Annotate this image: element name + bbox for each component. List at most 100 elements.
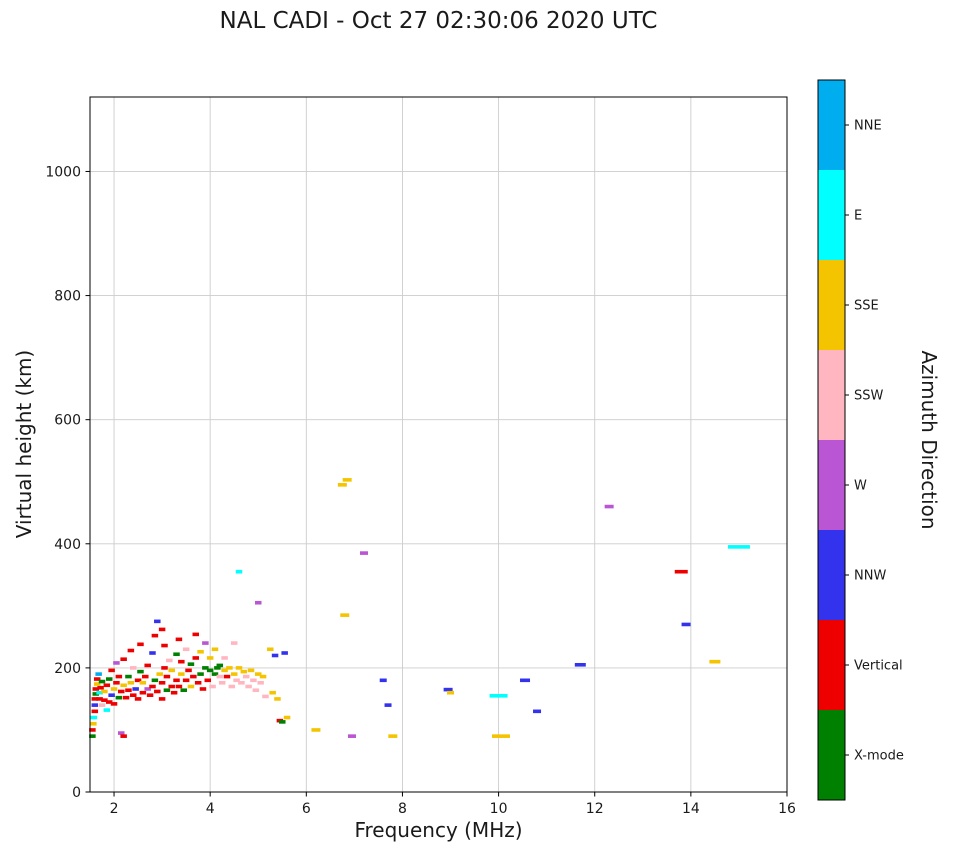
echo-point <box>175 684 183 689</box>
colorbar-segment-nnw <box>818 530 845 621</box>
echo-point <box>180 688 187 693</box>
echo-point <box>139 690 147 695</box>
echo-point <box>108 693 115 697</box>
plot-border <box>89 96 788 793</box>
echo-point <box>257 680 264 685</box>
echo-point <box>132 687 139 691</box>
echo-point <box>187 684 195 689</box>
echo-point <box>250 678 257 683</box>
echo-point <box>238 680 245 685</box>
echo-point <box>115 674 123 679</box>
echo-point <box>197 672 204 676</box>
y-tick-label: 800 <box>54 289 81 305</box>
echo-point <box>216 674 224 679</box>
echo-point <box>95 672 102 676</box>
echo-point <box>103 683 111 688</box>
echo-point <box>161 643 168 648</box>
echo-point <box>242 674 250 679</box>
echo-point <box>709 659 721 664</box>
echo-point <box>727 545 750 549</box>
echo-point <box>202 666 209 670</box>
colorbar-segment-x-mode <box>818 710 845 801</box>
echo-point <box>137 669 144 674</box>
echo-point <box>271 653 279 658</box>
echo-point <box>235 666 243 670</box>
echo-point <box>142 674 149 679</box>
echo-point <box>674 569 688 574</box>
echo-point <box>226 666 233 670</box>
colorbar-tick-label: E <box>854 209 862 224</box>
echo-point <box>149 684 156 689</box>
echo-point <box>103 708 111 712</box>
echo-point <box>151 678 159 683</box>
chart-title: NAL CADI - Oct 27 02:30:06 2020 UTC <box>219 8 658 34</box>
echo-point <box>204 678 212 683</box>
echo-point <box>202 641 209 645</box>
echo-point <box>192 656 200 660</box>
echo-point <box>340 613 350 617</box>
echo-point <box>163 688 171 693</box>
echo-point <box>158 680 166 685</box>
x-tick-label: 14 <box>682 801 700 817</box>
echo-point <box>89 734 96 738</box>
echo-point <box>96 690 103 695</box>
echo-point <box>93 677 101 681</box>
echo-point <box>211 647 219 652</box>
echo-point <box>127 680 135 685</box>
echo-point <box>194 680 202 685</box>
colorbar-segment-e <box>818 170 845 261</box>
echo-point <box>182 678 190 683</box>
echo-point <box>240 669 248 674</box>
x-tick-label: 10 <box>490 801 508 817</box>
echo-point <box>283 715 291 720</box>
colorbar-tick-label: NNW <box>854 569 886 584</box>
echo-point <box>209 684 216 689</box>
echo-point <box>156 672 163 676</box>
y-tick-label: 600 <box>54 413 81 429</box>
echo-point <box>98 703 106 707</box>
echo-point <box>125 688 132 693</box>
echo-point <box>206 668 214 673</box>
echo-point <box>113 680 120 685</box>
echo-point <box>178 659 185 664</box>
echo-point <box>247 668 255 673</box>
echo-point <box>170 690 178 695</box>
echo-point <box>254 600 262 605</box>
echo-point <box>173 652 180 657</box>
colorbar-tick-label: NNE <box>854 119 882 134</box>
echo-point <box>166 658 173 663</box>
echo-point <box>161 666 168 670</box>
colorbar-tick-label: Vertical <box>854 659 903 674</box>
echo-point <box>187 662 195 666</box>
echo-point <box>192 632 200 637</box>
colorbar-segment-vertical <box>818 620 845 711</box>
echo-point <box>137 642 144 647</box>
echo-point <box>182 647 190 652</box>
echo-point <box>221 668 228 673</box>
echo-point <box>214 666 221 670</box>
echo-point <box>89 728 96 732</box>
echo-point <box>216 663 224 668</box>
echo-point <box>359 551 368 555</box>
echo-point <box>93 682 101 686</box>
echo-point <box>91 697 99 701</box>
colorbar-border <box>817 79 846 801</box>
echo-point <box>388 734 398 738</box>
echo-point <box>489 694 508 698</box>
colorbar-segment-sse <box>818 260 845 351</box>
echo-point <box>92 692 100 696</box>
echo-point <box>281 651 288 655</box>
echo-point <box>491 734 510 738</box>
echo-point <box>235 569 243 574</box>
x-tick-label: 2 <box>110 801 119 817</box>
echo-point <box>125 674 132 679</box>
echo-point <box>134 678 142 683</box>
echo-point <box>262 694 269 699</box>
colorbar-tick-label: X-mode <box>854 749 904 764</box>
echo-point <box>533 709 542 714</box>
echo-point <box>149 651 156 655</box>
echo-point <box>163 674 171 679</box>
echo-point <box>158 697 166 701</box>
echo-point <box>120 657 127 662</box>
echo-point <box>98 679 106 684</box>
